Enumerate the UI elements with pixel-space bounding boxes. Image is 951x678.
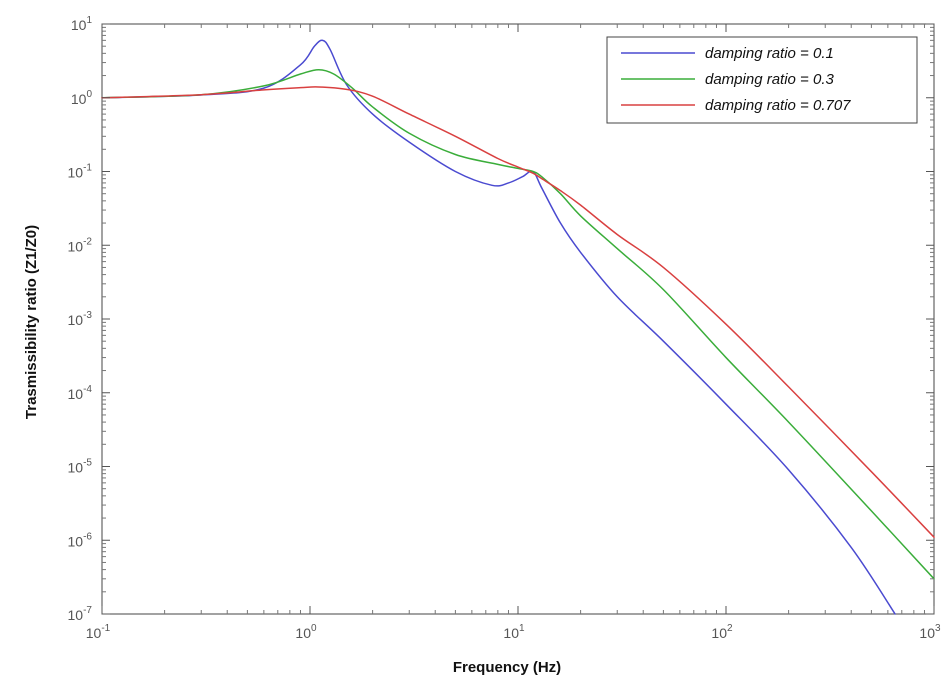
legend-box (606, 36, 918, 124)
x-tick-label: 101 (503, 623, 525, 641)
series-line-3 (101, 86, 935, 538)
series-line-1 (101, 39, 896, 615)
y-tick-label: 10-5 (68, 458, 93, 476)
y-tick-label: 10-2 (68, 236, 93, 254)
y-tick-label: 10-1 (68, 163, 93, 181)
y-tick-label: 101 (71, 15, 93, 33)
minor-ticks (102, 24, 934, 614)
x-tick-label: 102 (711, 623, 733, 641)
series-line-2 (101, 68, 935, 580)
legend-label: damping ratio = 0.1 (705, 45, 834, 62)
x-tick-label: 103 (919, 623, 941, 641)
legend: damping ratio = 0.1 damping ratio = 0.3 da… (606, 36, 918, 124)
y-tick-label: 10-6 (68, 531, 93, 549)
y-axis-label: Trasmissibility ratio (Z1/Z0) (23, 225, 40, 419)
x-axis-label: Frequency (Hz) (453, 659, 561, 676)
legend-label: damping ratio = 0.3 (705, 71, 834, 88)
y-tick-label: 10-7 (68, 605, 93, 623)
legend-label: damping ratio = 0.707 (705, 97, 851, 114)
y-tick-label: 100 (71, 89, 93, 107)
x-tick-label: 10-1 (86, 623, 111, 641)
y-tick-label: 10-3 (68, 310, 93, 328)
y-tick-label: 10-4 (68, 384, 93, 402)
x-tick-label: 100 (295, 623, 317, 641)
